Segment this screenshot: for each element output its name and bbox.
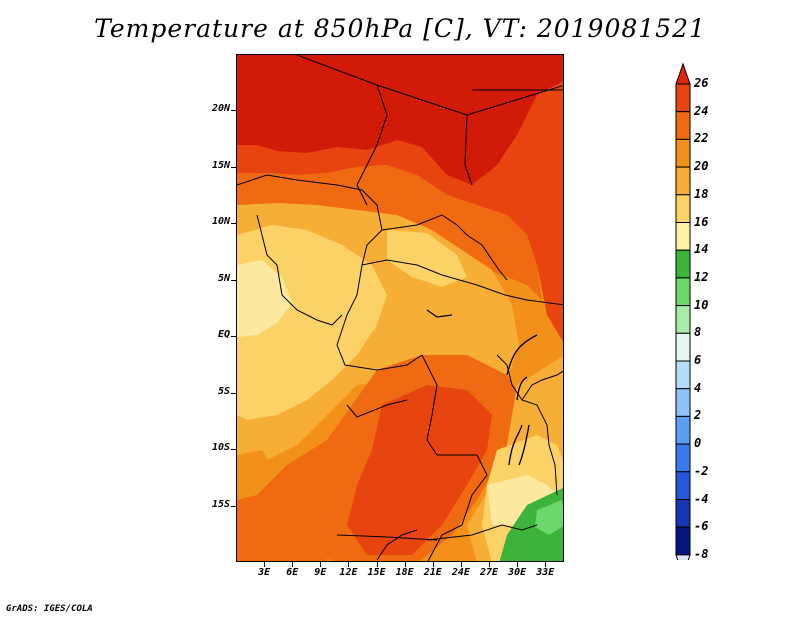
colorbar-max-triangle	[675, 62, 691, 85]
colorbar	[675, 62, 691, 560]
colorbar-swatch	[675, 222, 691, 251]
lat-tick-label: 15N	[211, 159, 230, 171]
colorbar-swatch	[675, 443, 691, 473]
lon-tick-mark	[545, 562, 547, 567]
colorbar-swatch	[675, 138, 691, 168]
colorbar-swatch	[675, 249, 691, 279]
lon-tick-label: 33E	[536, 567, 555, 578]
lon-tick-mark	[432, 562, 434, 567]
temperature-field	[237, 55, 563, 561]
lon-tick-label: 21E	[423, 567, 442, 578]
colorbar-label: -4	[694, 491, 709, 506]
lon-tick-label: 27E	[479, 567, 499, 578]
colorbar-label: 14	[694, 242, 709, 257]
colorbar-swatch	[675, 166, 691, 196]
lat-tick-label: 5S	[217, 385, 230, 397]
colorbar-swatch	[675, 332, 691, 362]
lat-tick-label: 15S	[211, 498, 230, 510]
lon-tick-label: 6E	[286, 567, 299, 578]
map-title: Temperature at 850hPa [C], VT: 201908152…	[94, 14, 706, 43]
lon-tick-label: 15E	[367, 567, 386, 578]
field-north-26	[237, 55, 563, 185]
colorbar-label: -2	[694, 463, 709, 478]
lon-tick-label: 9E	[314, 567, 327, 578]
colorbar-label: -6	[694, 519, 709, 534]
colorbar-label: 8	[694, 325, 702, 340]
colorbar-label: 12	[694, 269, 709, 284]
colorbar-swatch	[675, 277, 691, 307]
colorbar-label: 10	[694, 297, 709, 312]
field-gulf-14	[237, 260, 292, 337]
lat-tick-label: 10N	[211, 216, 230, 228]
lat-tick-mark	[231, 449, 236, 451]
field-mozambique-10	[535, 500, 563, 535]
field-south-24	[347, 385, 492, 555]
colorbar-label: 0	[694, 436, 702, 451]
lon-tick-label: 18E	[395, 567, 414, 578]
colorbar-label: 4	[694, 380, 702, 395]
lat-tick-label: 10S	[211, 442, 230, 454]
field-southwest-22	[237, 475, 327, 561]
lat-tick-mark	[231, 279, 236, 281]
lon-tick-mark	[320, 562, 322, 567]
country-borders	[237, 55, 563, 561]
lon-tick-label: 3E	[258, 567, 271, 578]
colorbar-swatch	[675, 111, 691, 140]
lat-tick-mark	[231, 110, 236, 112]
lon-tick-mark	[348, 562, 350, 567]
field-southwest-20	[237, 450, 277, 500]
lon-tick-mark	[517, 562, 519, 567]
colorbar-label: 24	[694, 103, 709, 118]
colorbar-swatch	[675, 415, 691, 445]
lat-tick-mark	[231, 166, 236, 168]
lat-tick-label: 20N	[211, 103, 230, 115]
lat-tick-label: 5N	[217, 272, 230, 284]
colorbar-label: 20	[694, 159, 709, 174]
colorbar-label: 2	[694, 408, 702, 423]
colorbar-label: 22	[694, 131, 709, 146]
colorbar-swatch	[675, 526, 691, 556]
field-north-22	[237, 165, 542, 300]
lon-tick-label: 12E	[339, 567, 358, 578]
colorbar-label: 16	[694, 214, 709, 229]
lat-tick-mark	[231, 505, 236, 507]
colorbar-swatch	[675, 305, 691, 334]
colorbar-swatch	[675, 83, 691, 113]
lat-tick-label: EQ	[217, 329, 230, 341]
colorbar-label: 18	[694, 186, 709, 201]
lon-tick-mark	[264, 562, 266, 567]
credit-text: GrADS: IGES/COLA	[6, 604, 93, 614]
lon-tick-label: 24E	[451, 567, 470, 578]
lakes	[426, 309, 538, 466]
colorbar-label: -8	[694, 546, 709, 561]
colorbar-swatch	[675, 360, 691, 390]
lon-tick-mark	[489, 562, 491, 567]
lat-tick-mark	[231, 392, 236, 394]
colorbar-swatch	[675, 388, 691, 417]
colorbar-label: 6	[694, 353, 702, 367]
colorbar-swatch	[675, 499, 691, 528]
colorbar-swatch	[675, 194, 691, 224]
colorbar-min-triangle	[675, 554, 691, 560]
lon-tick-mark	[404, 562, 406, 567]
colorbar-label: 26	[694, 76, 709, 90]
lat-tick-mark	[231, 336, 236, 338]
lon-tick-label: 30E	[508, 567, 527, 578]
field-sahel-16	[387, 230, 467, 287]
lon-tick-mark	[292, 562, 294, 567]
lon-tick-mark	[376, 562, 378, 567]
map-panel	[236, 54, 564, 562]
lon-tick-mark	[460, 562, 462, 567]
colorbar-swatch	[675, 471, 691, 500]
lat-tick-mark	[231, 223, 236, 225]
